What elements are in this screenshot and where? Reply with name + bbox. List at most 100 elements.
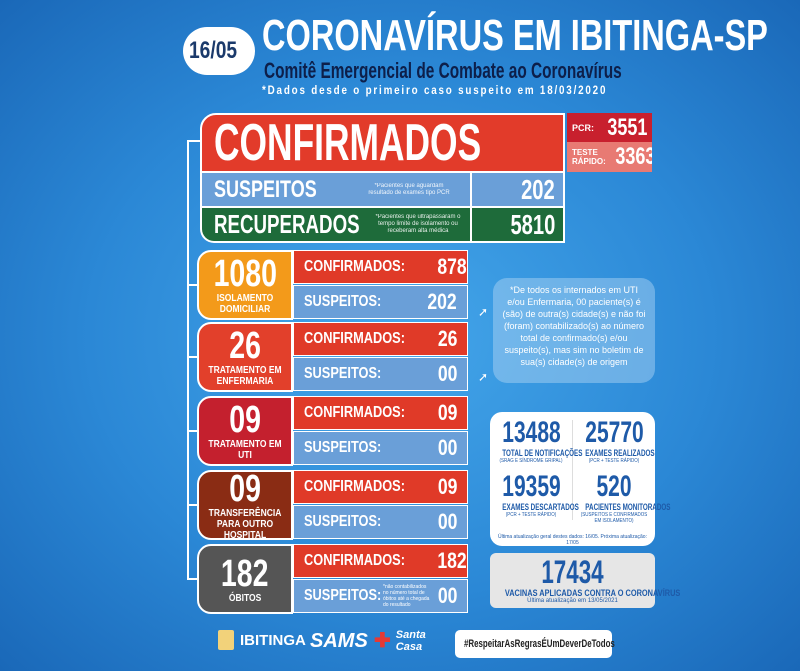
bracket-tick xyxy=(187,284,197,286)
group-suspect-row: SUSPEITOS: 202 xyxy=(293,285,468,319)
stat-label: EXAMES DESCARTADOS xyxy=(502,502,579,512)
confirmed-label: CONFIRMADOS: xyxy=(304,258,405,275)
date-text: 16/05 xyxy=(188,37,238,64)
stat-sub: (SRAG E SÍNDROME GRIPAL) xyxy=(499,458,563,464)
suspect-value: 00 xyxy=(437,435,457,460)
stat-sub: (SUSPEITOS E CONFIRMADOS EM ISOLAMENTO) xyxy=(580,512,648,524)
santa-casa-logo: ✚ Santa Casa xyxy=(374,628,436,653)
pcr-box: PCR: 3551 xyxy=(567,113,652,142)
page-title: CORONAVÍRUS EM IBITINGA-SP xyxy=(262,11,768,60)
pcr-value: 3551 xyxy=(607,113,648,141)
recovered-note: *Pacientes que ultrapassaram o tempo lim… xyxy=(375,214,461,234)
hashtag-text: #RespeitarAsRegrasÉUmDeverDeTodos xyxy=(464,638,615,650)
subtitle: Comitê Emergencial de Combate ao Coronav… xyxy=(264,58,622,83)
pcr-label: PCR: xyxy=(572,122,594,133)
confirmed-label: CONFIRMADOS: xyxy=(304,404,405,421)
bracket-tick xyxy=(187,578,197,580)
vaccine-sub: Última atualização em 13/05/2021 xyxy=(527,598,618,604)
stat-sub: (PCR + TESTE RÁPIDO) xyxy=(588,458,640,464)
date-badge: 16/05 xyxy=(183,27,255,75)
suspect-value: 202 xyxy=(427,289,457,314)
cross-icon: ✚ xyxy=(374,630,391,652)
group-label: TRANSFERÊNCIA PARA OUTRO HOSPITAL xyxy=(208,507,282,541)
confirmed-value: 182 xyxy=(437,548,467,573)
stats-card: 13488 TOTAL DE NOTIFICAÇÕES (SRAG E SÍNDRO… xyxy=(490,412,671,546)
suspect-label: SUSPEITOS: xyxy=(304,587,382,604)
group-summary-box: 09 TRANSFERÊNCIA PARA OUTRO HOSPITAL xyxy=(197,467,293,541)
confirmed-label: CONFIRMADOS: xyxy=(304,478,405,495)
ibitinga-logo: IBITINGA xyxy=(218,630,306,650)
group-summary-box: 1080 ISOLAMENTO DOMICILIAR xyxy=(197,250,293,320)
vaccine-card: 17434 VACINAS APLICADAS CONTRA O CORONAV… xyxy=(490,553,681,608)
suspect-value: 00 xyxy=(437,361,457,386)
group-label: TRATAMENTO EM ENFERMARIA xyxy=(208,365,282,387)
group-total: 26 xyxy=(229,325,261,367)
hospital-note-text: *De todos os internados em UTI e/ou Enfe… xyxy=(502,285,646,367)
recovered-label: RECUPERADOS xyxy=(214,209,360,239)
bracket-tick xyxy=(187,356,197,358)
hashtag-box: #RespeitarAsRegrasÉUmDeverDeTodos xyxy=(455,630,615,658)
suspect-label: SUSPEITOS: xyxy=(304,365,382,382)
suspect-value: 00 xyxy=(437,583,458,608)
sams-logo: SAMS xyxy=(310,630,368,652)
ibitinga-text: IBITINGA xyxy=(240,631,306,649)
recovered-row: RECUPERADOS *Pacientes que ultrapassaram … xyxy=(200,208,565,243)
divider xyxy=(572,420,573,520)
suspect-value: 00 xyxy=(437,509,457,534)
arrow-icon: ➚ xyxy=(478,305,489,319)
bracket-line xyxy=(187,140,189,580)
confirmed-value: 878 xyxy=(437,254,467,279)
stat-value: 13488 xyxy=(502,416,561,449)
suspect-label: SUSPEITOS: xyxy=(304,293,382,310)
stat-block: 13488 TOTAL DE NOTIFICAÇÕES (SRAG E SÍNDRO… xyxy=(490,416,583,465)
stats-note: Última atualização geral destes dados: 1… xyxy=(498,534,647,546)
suspect-row: SUSPEITOS *Pacientes que aguardam resulta… xyxy=(200,173,565,208)
rapid-value: 3363 xyxy=(615,143,652,170)
group-total: 09 xyxy=(229,467,261,510)
confirmed-value: 09 xyxy=(437,400,457,425)
group-total: 182 xyxy=(221,552,269,595)
group-total: 09 xyxy=(229,399,261,441)
stat-label: EXAMES REALIZADOS xyxy=(585,448,655,458)
rapid-label: TESTE RÁPIDO: xyxy=(572,148,606,166)
suspect-label: SUSPEITOS: xyxy=(304,439,382,456)
suspect-label: SUSPEITOS: xyxy=(304,513,382,530)
group-suspect-row: SUSPEITOS: 00 xyxy=(293,357,468,391)
bracket-tick xyxy=(187,140,200,142)
confirmed-label: CONFIRMADOS: xyxy=(304,552,405,569)
group-confirmed-row: CONFIRMADOS: 878 xyxy=(293,250,468,284)
confirmed-row: CONFIRMADOS 6914 xyxy=(200,113,565,173)
stat-value: 25770 xyxy=(585,416,644,449)
vaccine-label: VACINAS APLICADAS CONTRA O CORONAVÍRUS xyxy=(504,588,681,598)
group-confirmed-row: CONFIRMADOS: 26 xyxy=(293,322,468,356)
group-total: 1080 xyxy=(213,253,277,295)
group-confirmed-row: CONFIRMADOS: 182 xyxy=(293,544,468,578)
suspect-value: 202 xyxy=(521,173,555,205)
group-summary-box: 09 TRATAMENTO EM UTI xyxy=(197,396,293,466)
santa-casa-text: Santa Casa xyxy=(395,628,426,653)
confirmed-label: CONFIRMADOS: xyxy=(304,330,405,347)
arrow-icon: ➚ xyxy=(478,370,489,384)
suspect-label: SUSPEITOS xyxy=(214,175,317,203)
hospital-note-bubble: *De todos os internados em UTI e/ou Enfe… xyxy=(493,278,655,383)
group-summary-box: 182 ÓBITOS xyxy=(197,544,293,614)
group-confirmed-row: CONFIRMADOS: 09 xyxy=(293,470,468,504)
stat-label: PACIENTES MONITORADOS xyxy=(585,502,671,512)
group-confirmed-row: CONFIRMADOS: 09 xyxy=(293,396,468,430)
stat-label: TOTAL DE NOTIFICAÇÕES xyxy=(502,448,583,458)
confirmed-value: 09 xyxy=(437,474,457,499)
stat-sub: (PCR + TESTE RÁPIDO) xyxy=(505,512,557,518)
stat-value: 19359 xyxy=(502,470,561,503)
rapid-test-box: TESTE RÁPIDO: 3363 xyxy=(567,142,652,172)
crest-icon xyxy=(218,630,234,650)
deaths-note: *não contabilizados no número total de ó… xyxy=(383,584,430,608)
stat-block: 19359 EXAMES DESCARTADOS (PCR + TESTE RÁPI… xyxy=(490,470,579,519)
bracket-tick xyxy=(187,430,197,432)
confirmed-value: 26 xyxy=(437,326,457,351)
stat-block: 520 PACIENTES MONITORADOS (SUSPEITOS E CON… xyxy=(573,470,671,525)
group-suspect-row: SUSPEITOS: *não contabilizados no número … xyxy=(293,579,468,613)
stat-value: 520 xyxy=(596,470,632,503)
group-label: ÓBITOS xyxy=(228,592,262,604)
bracket-tick xyxy=(187,504,197,506)
group-label: ISOLAMENTO DOMICILIAR xyxy=(216,293,274,315)
